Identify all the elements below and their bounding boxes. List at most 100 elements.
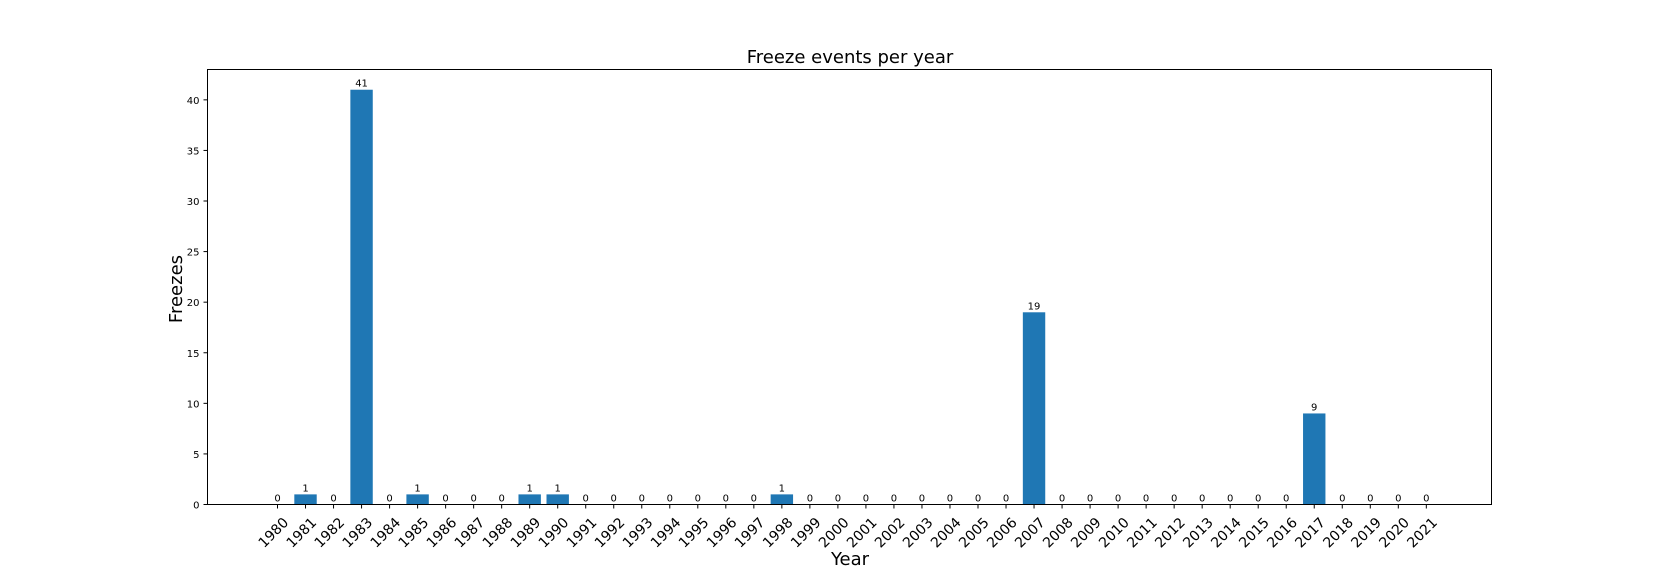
y-tick-label-20: 20 — [187, 298, 200, 309]
data-label-1984: 0 — [386, 494, 392, 505]
x-tick-label-1982: 1982 — [312, 515, 349, 552]
bar-2017 — [1303, 413, 1326, 505]
data-label-2019: 0 — [1367, 494, 1373, 505]
data-label-2004: 0 — [947, 494, 953, 505]
x-tick-label-1985: 1985 — [396, 515, 433, 552]
data-label-1995: 0 — [695, 494, 701, 505]
x-tick-label-1995: 1995 — [676, 515, 713, 552]
data-label-2008: 0 — [1059, 494, 1065, 505]
y-tick-label-15: 15 — [187, 349, 200, 360]
y-tick-label-35: 35 — [187, 146, 200, 157]
x-tick-label-1981: 1981 — [284, 515, 321, 552]
data-label-1991: 0 — [583, 494, 589, 505]
x-tick-label-1988: 1988 — [480, 515, 517, 552]
y-tick-label-10: 10 — [187, 399, 200, 410]
data-label-2021: 0 — [1423, 494, 1429, 505]
bar-1998 — [770, 494, 794, 505]
x-tick-label-1990: 1990 — [536, 515, 573, 552]
x-tick-label-2011: 2011 — [1124, 515, 1161, 552]
data-label-2000: 0 — [835, 494, 841, 505]
data-label-1994: 0 — [667, 494, 673, 505]
x-tick-label-1994: 1994 — [648, 515, 685, 552]
x-tick-label-1992: 1992 — [592, 515, 629, 552]
x-tick-label-2008: 2008 — [1040, 515, 1077, 552]
bar-1981 — [294, 494, 317, 505]
x-tick-label-2015: 2015 — [1236, 515, 1273, 552]
data-label-2015: 0 — [1255, 494, 1261, 505]
data-label-1982: 0 — [330, 494, 336, 505]
data-label-1980: 0 — [274, 494, 280, 505]
data-label-1983: 41 — [355, 79, 368, 90]
x-tick-label-2007: 2007 — [1012, 515, 1049, 552]
x-tick-label-2020: 2020 — [1376, 515, 1413, 552]
x-tick-label-2021: 2021 — [1404, 515, 1441, 552]
x-tick-label-1997: 1997 — [732, 515, 769, 552]
x-tick-label-1987: 1987 — [452, 515, 489, 552]
data-label-2013: 0 — [1199, 494, 1205, 505]
x-tick-label-2005: 2005 — [956, 515, 993, 552]
data-label-2003: 0 — [919, 494, 925, 505]
chart-title: Freeze events per year — [747, 47, 954, 68]
bar-1989 — [518, 494, 541, 505]
data-label-1981: 1 — [302, 483, 308, 494]
x-tick-label-1991: 1991 — [564, 515, 601, 552]
data-label-1996: 0 — [723, 494, 729, 505]
x-tick-label-2014: 2014 — [1208, 515, 1245, 552]
data-label-2005: 0 — [975, 494, 981, 505]
data-label-2009: 0 — [1087, 494, 1093, 505]
data-label-1987: 0 — [470, 494, 476, 505]
x-tick-label-2002: 2002 — [872, 515, 909, 552]
bar-1983 — [350, 89, 373, 505]
x-tick-label-2017: 2017 — [1292, 515, 1329, 552]
data-label-1988: 0 — [498, 494, 504, 505]
data-label-2016: 0 — [1283, 494, 1289, 505]
x-tick-label-2006: 2006 — [984, 515, 1021, 552]
data-label-1985: 1 — [414, 483, 420, 494]
data-label-2002: 0 — [891, 494, 897, 505]
x-tick-label-1993: 1993 — [620, 515, 657, 552]
x-tick-label-1999: 1999 — [788, 515, 825, 552]
data-label-2012: 0 — [1171, 494, 1177, 505]
x-tick-label-2004: 2004 — [928, 515, 965, 552]
x-tick-label-2010: 2010 — [1096, 515, 1133, 552]
y-tick-label-25: 25 — [187, 248, 200, 259]
data-label-2020: 0 — [1395, 494, 1401, 505]
x-tick-label-1984: 1984 — [368, 515, 405, 552]
data-label-2006: 0 — [1003, 494, 1009, 505]
x-tick-label-2019: 2019 — [1348, 515, 1385, 552]
x-tick-label-2000: 2000 — [816, 515, 853, 552]
bar-1990 — [546, 494, 569, 505]
data-label-2011: 0 — [1143, 494, 1149, 505]
x-axis: 1980198119821983198419851986198719881989… — [256, 504, 1441, 552]
x-tick-label-1996: 1996 — [704, 515, 741, 552]
data-label-1999: 0 — [807, 494, 813, 505]
data-label-2007: 19 — [1028, 301, 1041, 312]
x-tick-label-1986: 1986 — [424, 515, 461, 552]
data-label-1986: 0 — [442, 494, 448, 505]
bars-layer — [294, 89, 1326, 505]
data-label-1993: 0 — [639, 494, 645, 505]
data-label-2014: 0 — [1227, 494, 1233, 505]
plot-frame — [207, 69, 1492, 505]
data-label-1990: 1 — [555, 483, 561, 494]
y-tick-label-5: 5 — [193, 450, 199, 461]
data-label-2018: 0 — [1339, 494, 1345, 505]
y-tick-label-0: 0 — [193, 501, 199, 512]
x-tick-label-1980: 1980 — [256, 515, 293, 552]
y-axis: 0 5 10 15 20 25 30 35 40 — [187, 96, 208, 512]
data-label-1989: 1 — [526, 483, 532, 494]
x-tick-label-1983: 1983 — [340, 515, 377, 552]
x-tick-label-2016: 2016 — [1264, 515, 1301, 552]
x-tick-label-2001: 2001 — [844, 515, 881, 552]
data-labels-layer: 0 1 0 41 0 1 0 0 0 1 1 0 0 0 0 0 0 0 1 0 0 0 0 0 0 0 0 19 0 0 0 0 0 0 0 0 0 9… — [274, 79, 1429, 505]
data-label-2017: 9 — [1311, 402, 1317, 413]
x-tick-label-1998: 1998 — [760, 515, 797, 552]
data-label-2001: 0 — [863, 494, 869, 505]
x-tick-label-2018: 2018 — [1320, 515, 1357, 552]
bar-1985 — [406, 494, 429, 505]
bar-2007 — [1022, 312, 1046, 505]
x-tick-label-2012: 2012 — [1152, 515, 1189, 552]
data-label-2010: 0 — [1115, 494, 1121, 505]
x-tick-label-2013: 2013 — [1180, 515, 1217, 552]
